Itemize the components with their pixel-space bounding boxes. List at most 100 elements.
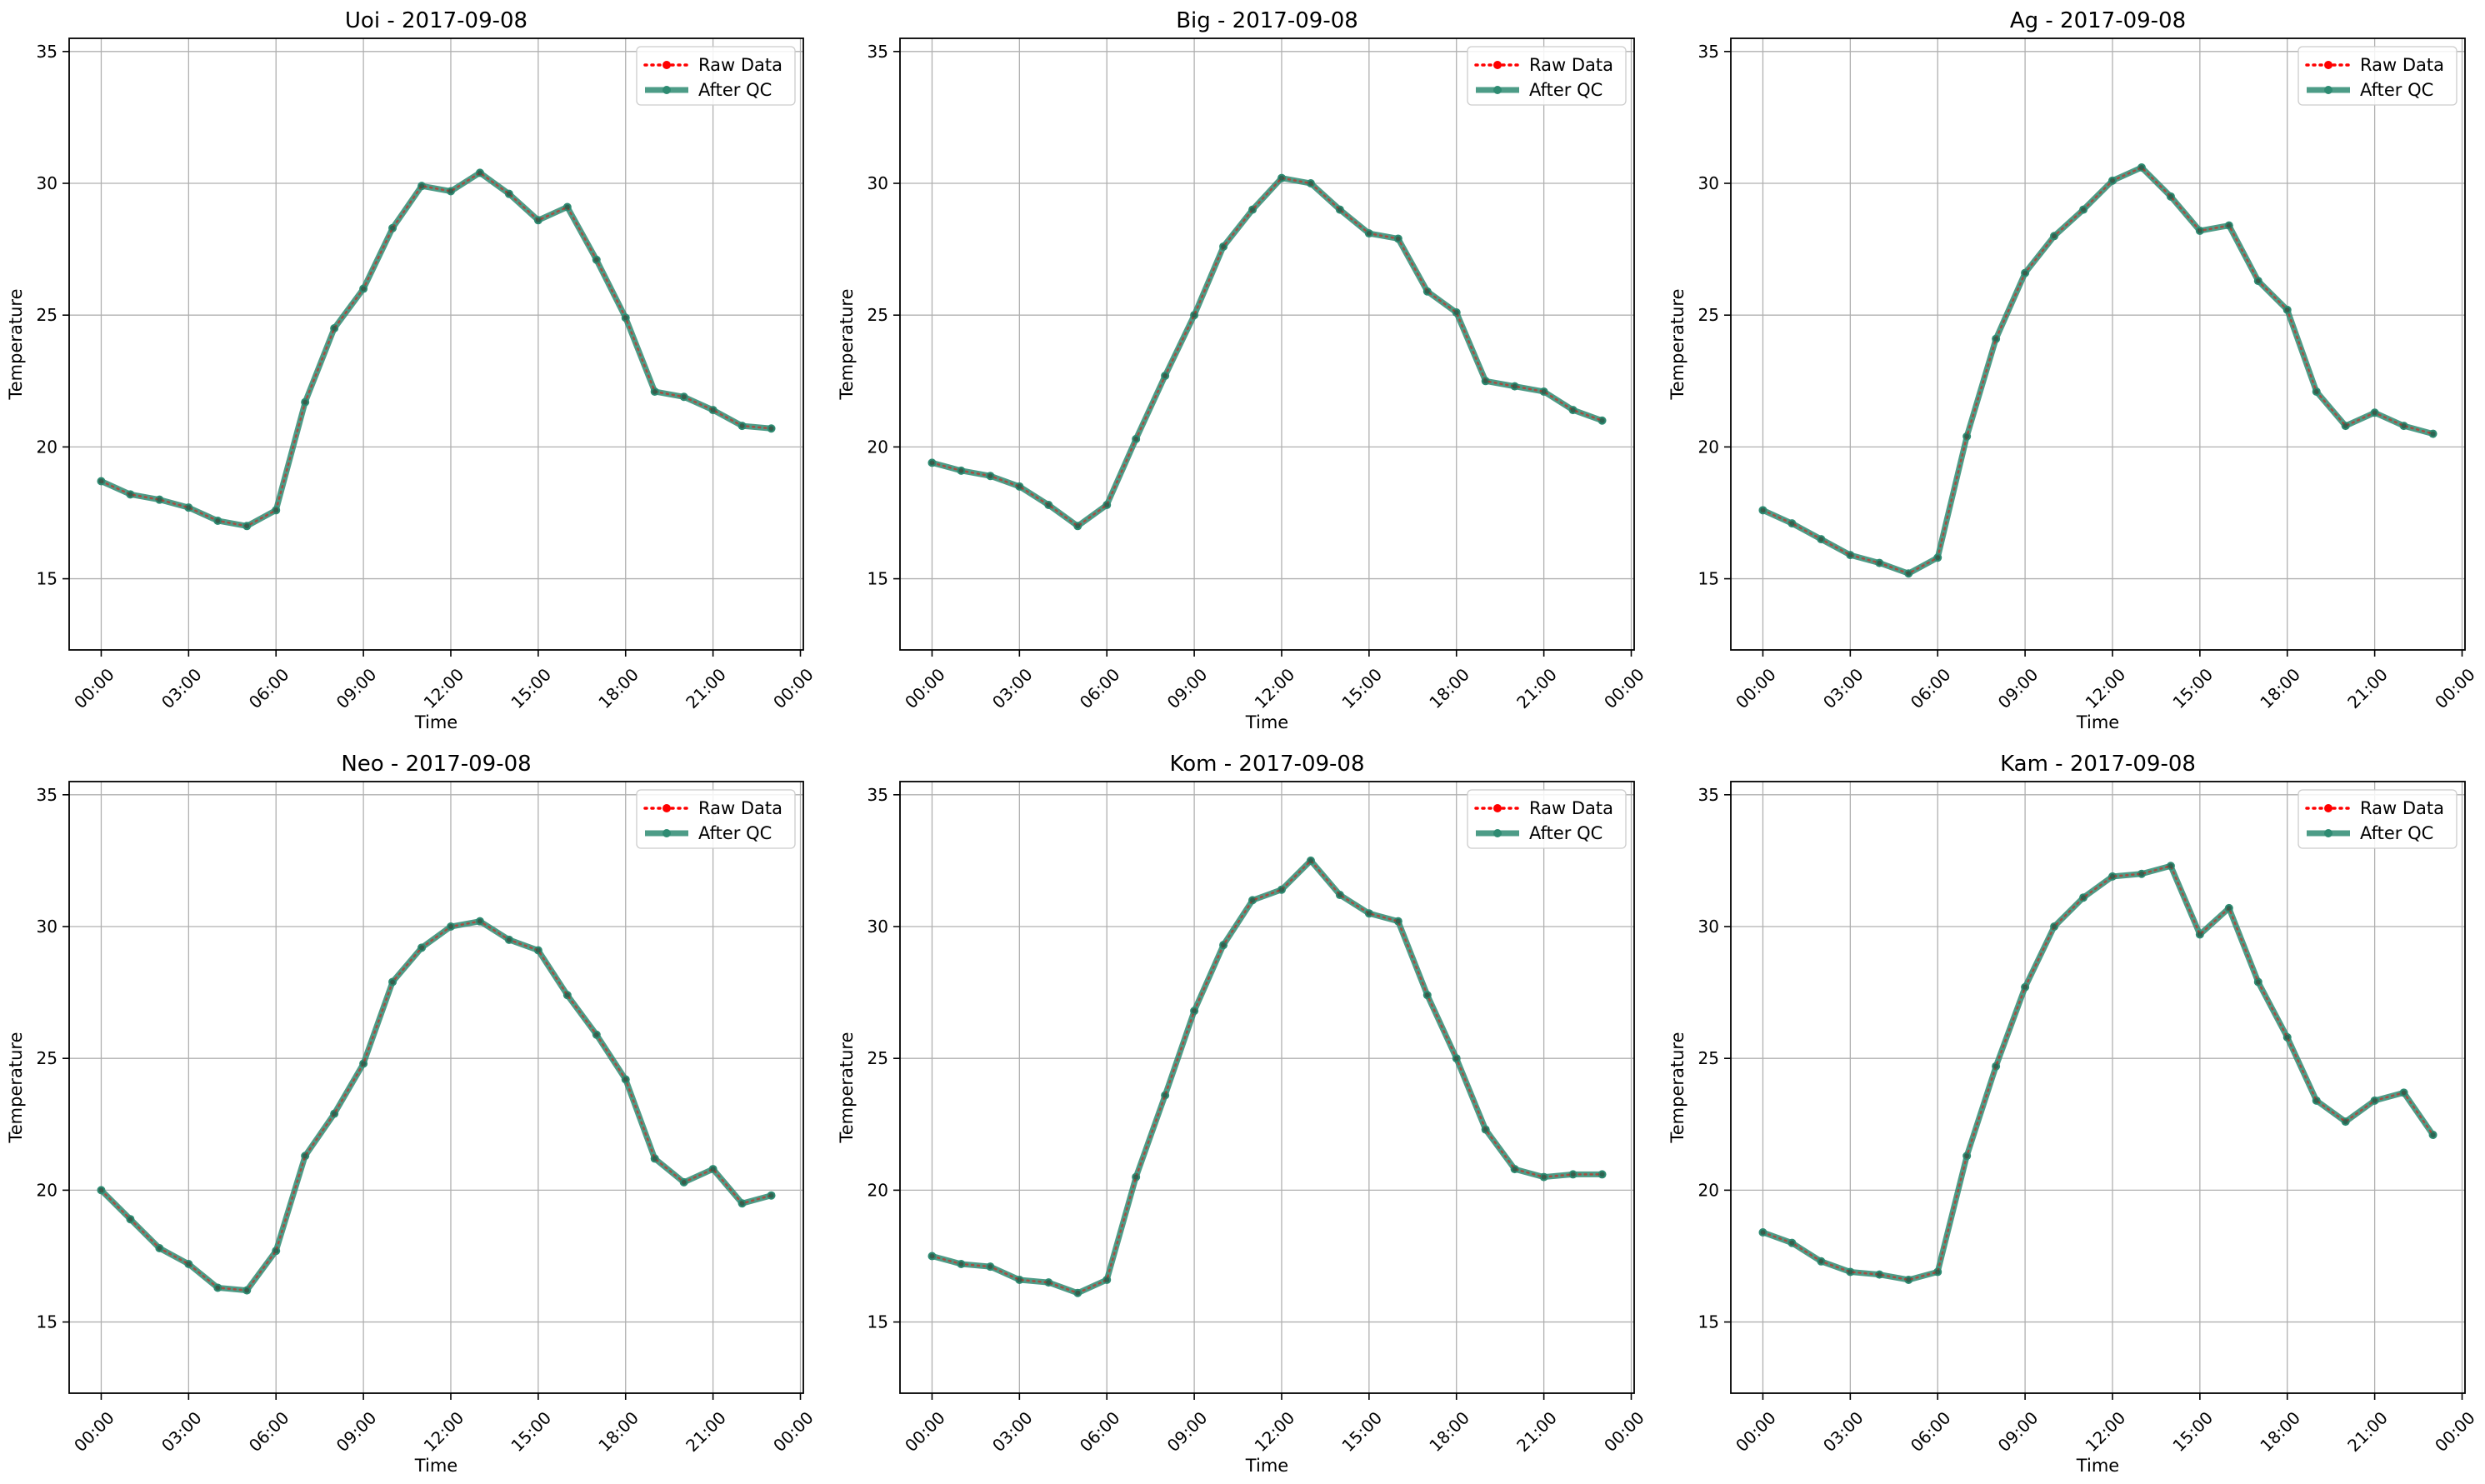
chart-1-title: Uoi - 2017-09-08 [345,8,528,33]
chart-1-raw-point-8 [332,326,338,332]
chart-4-raw-point-21 [710,1167,716,1172]
chart-6-xtick-label-6: 18:00 [2256,1407,2304,1456]
chart-1-raw-point-7 [302,399,308,405]
chart-4-xtick-label-4: 12:00 [420,1407,468,1456]
chart-1-raw-point-2 [157,497,162,502]
chart-3-raw-point-0 [1760,507,1766,513]
chart-1-raw-point-0 [98,478,104,484]
chart-5-raw-point-6 [1104,1277,1110,1282]
chart-4-xtick-label-1: 03:00 [158,1407,206,1456]
chart-1-legend: Raw Data After QC [636,46,796,106]
chart-2-raw-point-1 [958,467,964,473]
chart-4-legend-qc-label: After QC [698,823,772,843]
chart-5-legend-qc-label: After QC [1529,823,1602,843]
chart-4-ytick-label-0: 15 [37,1312,58,1332]
chart-3-raw-point-3 [1848,552,1853,558]
chart-1-xtick-label-7: 21:00 [682,664,730,712]
chart-4-raw-point-4 [215,1285,221,1291]
chart-2-xtick-label-1: 03:00 [988,664,1037,712]
chart-2-ytick-label-1: 20 [868,437,888,457]
chart-6-xtick-label-1: 03:00 [1819,1407,1868,1456]
chart-6-raw-point-5 [1906,1277,1912,1282]
chart-2-raw-point-10 [1221,243,1227,249]
chart-3-raw-point-10 [2052,233,2058,239]
chart-2-ytick-label-3: 30 [868,173,888,193]
chart-5-xtick-label-1: 03:00 [988,1407,1037,1456]
chart-1-raw-point-11 [419,183,425,189]
chart-6-raw-point-20 [2342,1119,2348,1125]
chart-3-title: Ag - 2017-09-08 [2010,8,2186,33]
chart-4-xtick-label-0: 00:00 [70,1407,118,1456]
chart-3-raw-point-5 [1906,571,1912,577]
chart-5-raw-point-19 [1482,1127,1488,1132]
chart-3-ytick-label-1: 20 [1698,437,1719,457]
chart-1-raw-point-9 [361,286,367,292]
chart-1-series-raw-data [100,171,772,527]
chart-1-raw-point-10 [390,225,396,231]
chart-6-ylabel: Temperature [1668,1032,1688,1143]
chart-4: 00:00 03:00 06:00 09:00 12:00 15:00 18:00 21:00… [6,752,818,1476]
chart-3-raw-point-8 [1993,336,1999,342]
chart-3-legend-qc-marker [2324,86,2332,94]
chart-5-series-raw-data [931,859,1603,1295]
chart-5-raw-point-11 [1250,897,1256,903]
chart-5-series-after-qc [931,857,1602,1297]
chart-3-xtick-label-6: 18:00 [2256,664,2304,712]
chart-4-ytick-label-2: 25 [37,1048,58,1068]
chart-1-ytick-label-3: 30 [37,173,58,193]
chart-6-raw-point-8 [1993,1063,1999,1069]
chart-4-legend-qc-marker [662,829,671,837]
chart-4-raw-point-20 [681,1179,687,1185]
chart-5-xtick-label-0: 00:00 [901,1407,949,1456]
chart-6-xtick-label-3: 09:00 [1994,1407,2042,1456]
chart-2-legend-qc-label: After QC [1529,80,1602,100]
chart-5-raw-point-4 [1046,1280,1052,1286]
chart-3-raw-point-22 [2401,423,2407,429]
chart-5-raw-point-20 [1512,1167,1518,1172]
chart-4-raw-point-3 [186,1261,192,1267]
chart-6-legend: Raw Data After QC [2298,789,2458,849]
chart-1-ytick-label-1: 20 [37,437,58,457]
chart-1: 00:00 03:00 06:00 09:00 12:00 15:00 18:00 21:00… [6,8,818,732]
chart-4-xlabel: Time [414,1456,458,1476]
chart-1-raw-point-16 [564,204,570,210]
chart-4-legend: Raw Data After QC [636,789,796,849]
chart-2-raw-point-14 [1337,207,1342,212]
chart-4-xtick-label-6: 18:00 [594,1407,642,1456]
chart-5-xtick-label-2: 06:00 [1076,1407,1124,1456]
chart-1-raw-point-14 [506,191,512,197]
chart-5-legend-raw-marker [1493,804,1502,812]
chart-4-raw-point-15 [535,947,541,953]
chart-4-raw-point-17 [593,1032,599,1037]
chart-6-raw-point-6 [1935,1269,1941,1275]
chart-4-raw-point-23 [768,1192,774,1198]
chart-2-raw-point-6 [1104,502,1110,507]
chart-5-raw-point-2 [988,1264,993,1270]
chart-3-raw-point-4 [1877,560,1882,566]
chart-3-series-raw-data [1762,166,2434,575]
chart-3-xtick-label-8: 00:00 [2431,664,2479,712]
chart-2-title: Big - 2017-09-08 [1176,8,1358,33]
chart-3-raw-point-17 [2255,278,2261,284]
chart-3-raw-point-21 [2372,410,2378,416]
chart-6-raw-point-7 [1964,1153,1970,1159]
chart-6-ytick-label-0: 15 [1698,1312,1719,1332]
chart-3-raw-point-16 [2226,222,2232,228]
chart-2-series-after-qc [931,175,1603,529]
chart-2-raw-point-20 [1512,383,1518,389]
chart-2-raw-point-11 [1250,207,1256,212]
chart-6-xtick-label-5: 15:00 [2168,1407,2217,1456]
chart-2-raw-point-7 [1133,436,1139,442]
chart-3-xtick-label-5: 15:00 [2168,664,2217,712]
chart-5-ytick-label-1: 20 [868,1180,888,1200]
chart-5-legend-qc-marker [1493,829,1502,837]
chart-3-axes-frame [1730,37,2466,651]
chart-1-legend-raw-marker [662,61,671,69]
chart-5-raw-point-16 [1395,918,1401,924]
chart-1-raw-point-21 [710,407,716,413]
chart-3-raw-point-19 [2313,388,2319,394]
chart-6-legend-qc-label: After QC [2360,823,2433,843]
chart-3-xlabel: Time [2076,712,2119,732]
chart-6-raw-point-15 [2197,932,2202,937]
chart-4-raw-point-19 [652,1156,658,1162]
